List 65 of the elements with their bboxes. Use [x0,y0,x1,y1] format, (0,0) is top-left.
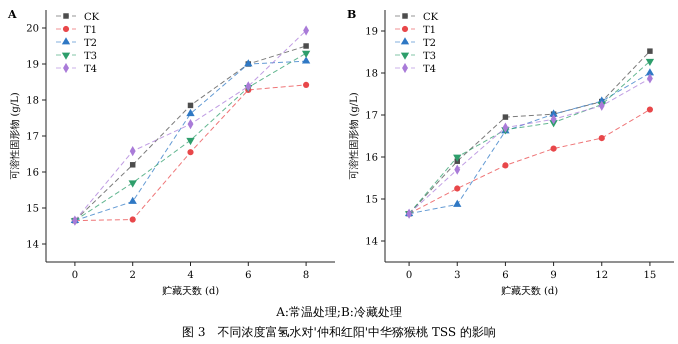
legend-label: CK [423,12,439,23]
point [130,162,136,168]
point [453,154,462,162]
y-tick-label: 19 [26,60,39,70]
point [187,149,194,156]
point [303,82,310,88]
y-axis-title: 可溶性固形物 (g/L) [348,92,360,180]
point [186,108,195,116]
y-tick-label: 16 [26,168,39,178]
y-tick-label: 15 [365,194,378,206]
legend-label: T2 [423,38,436,49]
legend-label: T3 [84,51,98,62]
x-tick-label: 15 [644,270,656,281]
legend-label: T1 [423,25,436,36]
point [502,114,508,120]
y-tick-label: 16 [365,152,378,164]
text: A:常温处理;B:冷藏处理 [275,305,402,319]
point [502,162,509,168]
chart-title: B [347,8,356,21]
y-tick-label: 17 [365,110,378,122]
y-tick-label: 17 [26,132,39,142]
y-tick-label: 14 [26,240,39,250]
y-tick-label: 19 [365,26,378,38]
x-axis-title: 贮藏天数 (d) [500,285,558,297]
y-tick-label: 18 [365,68,378,80]
point [550,146,557,152]
x-tick-label: 3 [454,270,460,281]
caption: 图 3 不同浓度富氢水对'仲和红阳'中华猕猴桃 TSS 的影响 [182,325,496,339]
x-tick-label: 8 [302,270,310,281]
y-tick-label: 20 [26,24,39,34]
x-tick-label: 9 [550,270,557,281]
x-axis-title: 贮藏天数 (d) [162,285,220,297]
point [598,135,605,142]
point [646,68,654,76]
point [453,200,462,207]
x-tick-label: 0 [72,270,78,281]
y-axis-title: 可溶性固形物 (g/L) [9,92,21,180]
point [454,185,460,192]
x-tick-label: 0 [406,270,412,281]
y-tick-label: 14 [365,236,378,248]
legend-label: T4 [423,64,436,75]
legend-label: T3 [423,51,436,62]
point [646,58,654,66]
point [302,56,310,64]
point [646,106,654,113]
x-tick-label: 2 [130,270,136,281]
x-tick-label: 4 [187,270,194,281]
x-tick-label: 12 [595,270,608,281]
chart-title: A [7,8,17,21]
legend-label: T2 [84,38,98,49]
legend-label: CK [84,12,100,23]
point [188,102,194,108]
x-tick-label: 6 [502,270,509,281]
point [303,43,309,49]
y-tick-label: 18 [26,96,39,106]
point [186,138,195,146]
point [128,196,137,204]
point [128,180,137,188]
y-tick-label: 15 [26,204,39,214]
point [302,50,310,58]
legend-label: T1 [84,25,98,36]
point [130,216,136,223]
legend-label: T4 [84,64,98,75]
x-tick-label: 6 [245,270,252,281]
point [647,48,653,54]
